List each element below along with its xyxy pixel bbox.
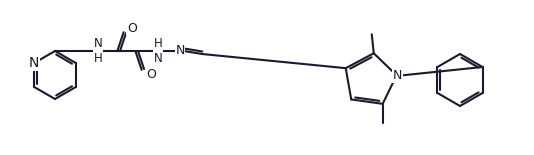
Text: N: N <box>393 69 402 82</box>
Text: N
H: N H <box>93 37 103 65</box>
Text: H
N: H N <box>154 37 162 65</box>
Text: O: O <box>146 67 156 80</box>
Text: O: O <box>127 22 137 35</box>
Text: N: N <box>29 56 40 70</box>
Text: N: N <box>175 44 185 58</box>
